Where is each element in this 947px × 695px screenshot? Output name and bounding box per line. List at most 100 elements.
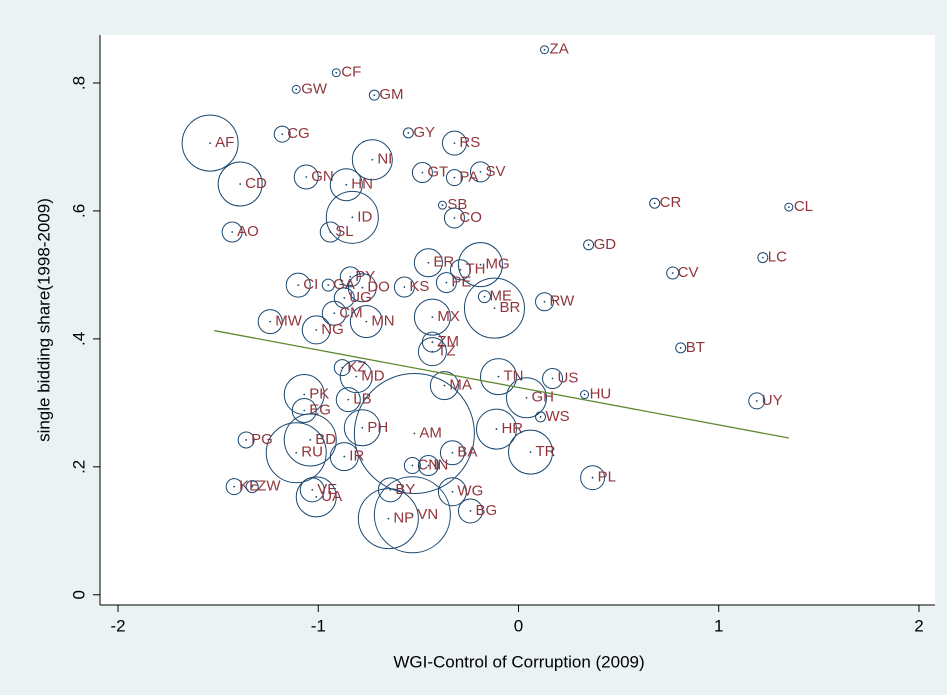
point-label: CR [660, 194, 682, 211]
bubble-center [441, 204, 444, 207]
bubble-center [679, 346, 682, 349]
bubble-center [525, 396, 528, 399]
bubble [331, 68, 341, 78]
bubble-center [479, 171, 482, 173]
bubble-center [451, 490, 454, 493]
bubble-center [443, 384, 446, 387]
bubble-center [315, 329, 318, 331]
bubble-center [493, 307, 496, 310]
bubble-center [587, 243, 590, 246]
point-label: ZA [550, 41, 569, 58]
point-label: NP [393, 510, 414, 527]
bubble [506, 377, 548, 419]
point-label: SL [335, 223, 353, 240]
bubble-center [355, 375, 358, 378]
point-label: US [558, 370, 579, 387]
bubble [583, 239, 595, 251]
point-label: RW [550, 293, 576, 310]
bubble [321, 278, 335, 292]
point-label: RU [301, 444, 323, 461]
point-label: MG [485, 256, 509, 273]
bubble [368, 89, 380, 101]
bubble-center [431, 350, 434, 353]
bubble [413, 248, 443, 278]
bubble [293, 164, 319, 190]
bubble-center [297, 284, 300, 287]
point-label: WS [546, 408, 570, 425]
bubble-center [361, 426, 364, 429]
bubble [757, 252, 769, 264]
y-tick-label: .4 [69, 332, 88, 346]
point-label: BT [686, 339, 705, 356]
y-tick-label: .6 [69, 204, 88, 218]
bubble-center [373, 94, 376, 97]
bubble-center [329, 231, 332, 233]
bubble [335, 387, 361, 413]
point-label: TH [465, 261, 485, 278]
point-label: CI [303, 276, 318, 293]
point-label: GD [594, 236, 617, 253]
bubble [299, 477, 325, 503]
bubble [666, 266, 680, 280]
bubble-center [413, 432, 416, 435]
point-label: UA [321, 488, 342, 505]
point-label: HR [501, 420, 523, 437]
point-label: KZ [347, 359, 366, 376]
y-tick-label: .8 [69, 76, 88, 90]
point-label: NG [321, 321, 344, 338]
bubble-center [309, 439, 312, 441]
point-label: BG [475, 502, 497, 519]
x-axis-label: WGI-Control of Corruption (2009) [393, 652, 644, 671]
point-label: AM [419, 425, 442, 442]
bubble-center [469, 510, 472, 512]
point-label: IR [349, 448, 364, 465]
y-tick-label: .2 [69, 460, 88, 474]
point-label: ER [433, 254, 454, 271]
bubble-center [295, 88, 298, 91]
bubble [437, 477, 467, 507]
plot-area [100, 35, 935, 605]
bubble-center [333, 312, 336, 315]
point-label: GW [301, 80, 328, 97]
bubble-center [427, 464, 430, 467]
bubble-center [345, 183, 348, 186]
point-label: AF [215, 134, 234, 151]
bubble [339, 360, 373, 394]
bubble [437, 200, 447, 210]
bubble-center [787, 206, 790, 208]
bubble-center [407, 131, 410, 134]
bubble [411, 162, 433, 184]
bubble [245, 480, 259, 494]
point-label: GM [379, 86, 403, 103]
bubble [748, 392, 766, 410]
bubble [291, 84, 301, 94]
point-label: CL [794, 198, 813, 215]
bubble-center [233, 485, 236, 488]
bubble [449, 259, 471, 281]
point-label: TR [536, 443, 556, 460]
bubble [580, 390, 590, 400]
point-label: GH [532, 389, 555, 406]
bubble-center [351, 216, 354, 219]
x-tick-label: -1 [311, 616, 326, 635]
bubble-center [539, 416, 542, 418]
bubble [319, 221, 341, 243]
bubble-center [347, 398, 350, 401]
bubble-center [389, 488, 392, 491]
y-tick-label: 0 [69, 590, 88, 599]
bubble-center [335, 71, 338, 74]
bubble [457, 242, 503, 288]
bubble-center [269, 320, 272, 323]
bubble [479, 358, 517, 396]
bubble-center [315, 495, 318, 498]
bubble-center [403, 286, 406, 288]
bubble-center [591, 476, 594, 479]
bubble [329, 442, 359, 472]
point-label: HU [590, 385, 612, 402]
x-tick-label: -2 [110, 616, 125, 635]
point-label: UY [762, 392, 783, 409]
bubble-center [543, 300, 546, 303]
point-label: SB [447, 196, 467, 213]
point-label: AO [237, 223, 259, 240]
